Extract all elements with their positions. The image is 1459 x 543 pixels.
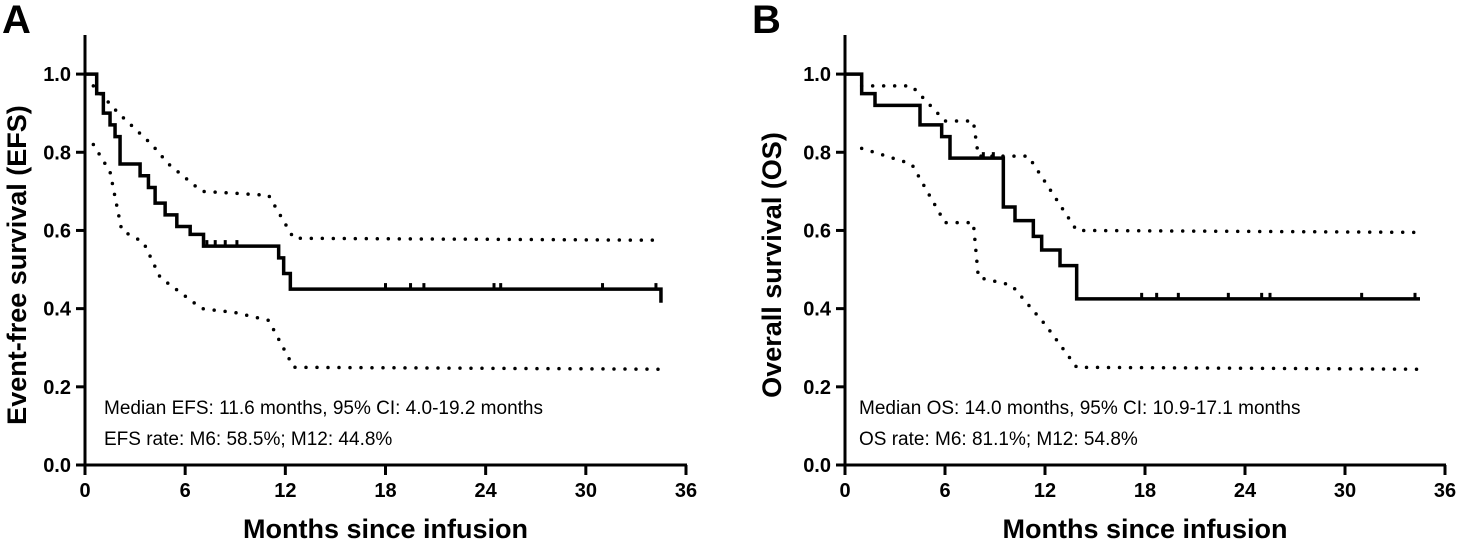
chart-1-y-tick-label: 0.4 [803, 299, 832, 321]
chart-1-y-axis-label: Overall survival (OS) [757, 132, 787, 398]
chart-1-y-tick-label: 0.6 [803, 220, 831, 242]
chart-1-upper-ci-line [859, 84, 1422, 235]
chart-0-x-tick-label: 36 [675, 480, 697, 502]
chart-1-lower-ci-line [859, 146, 1422, 371]
chart-0-y-tick-label: 1.0 [43, 64, 71, 86]
chart-0-annotation: Median EFS: 11.6 months, 95% CI: 4.0-19.… [104, 398, 543, 419]
chart-1-x-tick-label: 24 [1234, 480, 1257, 502]
chart-0-y-tick-label: 0.4 [43, 299, 72, 321]
panel-letter-b: B [752, 0, 781, 42]
chart-1-y-tick-label: 0.0 [803, 455, 831, 477]
chart-0-annotation: EFS rate: M6: 58.5%; M12: 44.8% [104, 429, 392, 450]
chart-0-x-tick-label: 12 [274, 480, 296, 502]
panel-b: B 0.0 0.2 0.4 0.6 0.8 1.0 0 6 12 18 24 30 36 Months s… [752, 0, 1456, 543]
chart-1-x-tick-label: 6 [939, 480, 950, 502]
chart-1-x-axis-label: Months since infusion [1002, 514, 1287, 543]
panel-letter-a: A [2, 0, 31, 42]
chart-0-y-tick-label: 0.8 [43, 142, 71, 164]
chart-0-y-tick-label: 0.0 [43, 455, 71, 477]
chart-1-annotation: OS rate: M6: 81.1%; M12: 54.8% [859, 429, 1138, 450]
chart-0-lower-ci-line [91, 142, 663, 371]
chart-1-x-tick-label: 12 [1034, 480, 1056, 502]
chart-0-y-tick-label: 0.6 [43, 220, 71, 242]
chart-1-y-tick-label: 0.8 [803, 142, 831, 164]
chart-0-km-estimate-line [85, 72, 663, 303]
chart-1-y-tick-label: 1.0 [803, 64, 831, 86]
chart-0-x-tick-label: 30 [575, 480, 597, 502]
chart-1-x-tick-label: 0 [839, 480, 850, 502]
chart-1-y-tick-label: 0.2 [803, 377, 831, 399]
chart-0-y-tick-label: 0.2 [43, 377, 71, 399]
panel-a: A 0.0 0.2 0.4 0.6 0.8 1.0 0 6 12 18 24 30 36 Months s… [2, 0, 697, 543]
chart-1-x-tick-label: 36 [1434, 480, 1456, 502]
chart-1-km-estimate-line [845, 72, 1420, 301]
chart-0-x-tick-label: 0 [79, 480, 90, 502]
chart-0-upper-ci-line [91, 84, 663, 242]
chart-0-x-axis-label: Months since infusion [243, 514, 528, 543]
chart-1-x-tick-label: 30 [1334, 480, 1356, 502]
chart-1-x-tick-label: 18 [1134, 480, 1156, 502]
chart-0-x-tick-label: 6 [180, 480, 191, 502]
chart-0-x-tick-label: 24 [475, 480, 498, 502]
chart-0-y-axis-label: Event-free survival (EFS) [2, 105, 32, 425]
chart-1-annotation: Median OS: 14.0 months, 95% CI: 10.9-17.… [859, 398, 1300, 419]
chart-0-x-tick-label: 18 [374, 480, 396, 502]
